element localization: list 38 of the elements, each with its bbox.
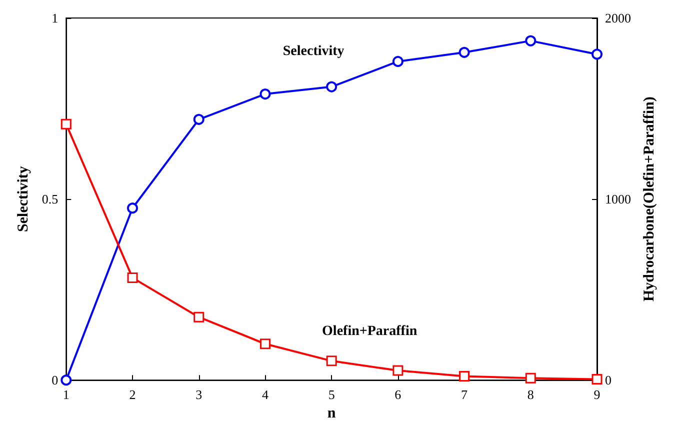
y-tick-label: 0: [52, 372, 58, 388]
y-tick-label: 0.5: [42, 192, 58, 207]
x-axis-title: n: [327, 406, 336, 422]
point: [326, 81, 338, 92]
point: [459, 371, 470, 382]
y2-axis-title: Hydrocarbone(Olefin+Paraffin): [641, 96, 658, 302]
x-tick-label: 4: [262, 387, 269, 402]
point: [127, 272, 138, 284]
y-axis-title: Selectivity: [16, 166, 32, 232]
point: [60, 374, 72, 386]
point: [592, 374, 602, 384]
point: [525, 35, 536, 46]
x-tick-label: 9: [594, 387, 600, 402]
point: [193, 114, 204, 125]
point: [260, 338, 270, 350]
point: [60, 118, 72, 130]
point: [525, 372, 536, 384]
point: [392, 365, 404, 376]
series-label: Selectivity: [282, 44, 344, 59]
point: [260, 88, 271, 100]
point: [127, 202, 138, 214]
y2-tick-label: 0: [605, 372, 612, 388]
x-tick-label: 1: [62, 387, 70, 402]
point: [392, 56, 404, 67]
point: [458, 46, 470, 58]
y2-tick-label: 1000: [605, 192, 631, 207]
point: [592, 48, 602, 60]
x-tick-label: 7: [461, 387, 468, 402]
x-tick-label: 5: [328, 387, 335, 402]
x-tick-label: 8: [527, 387, 534, 402]
x-tick-label: 2: [129, 387, 136, 402]
point: [326, 356, 337, 366]
y-tick-label: 1: [52, 10, 58, 26]
x-tick-label: 3: [196, 387, 202, 402]
y2-tick-label: 2000: [605, 10, 631, 26]
series-label: Olefin+Paraffin: [322, 324, 418, 340]
point: [194, 312, 204, 322]
x-tick-label: 6: [394, 387, 402, 402]
